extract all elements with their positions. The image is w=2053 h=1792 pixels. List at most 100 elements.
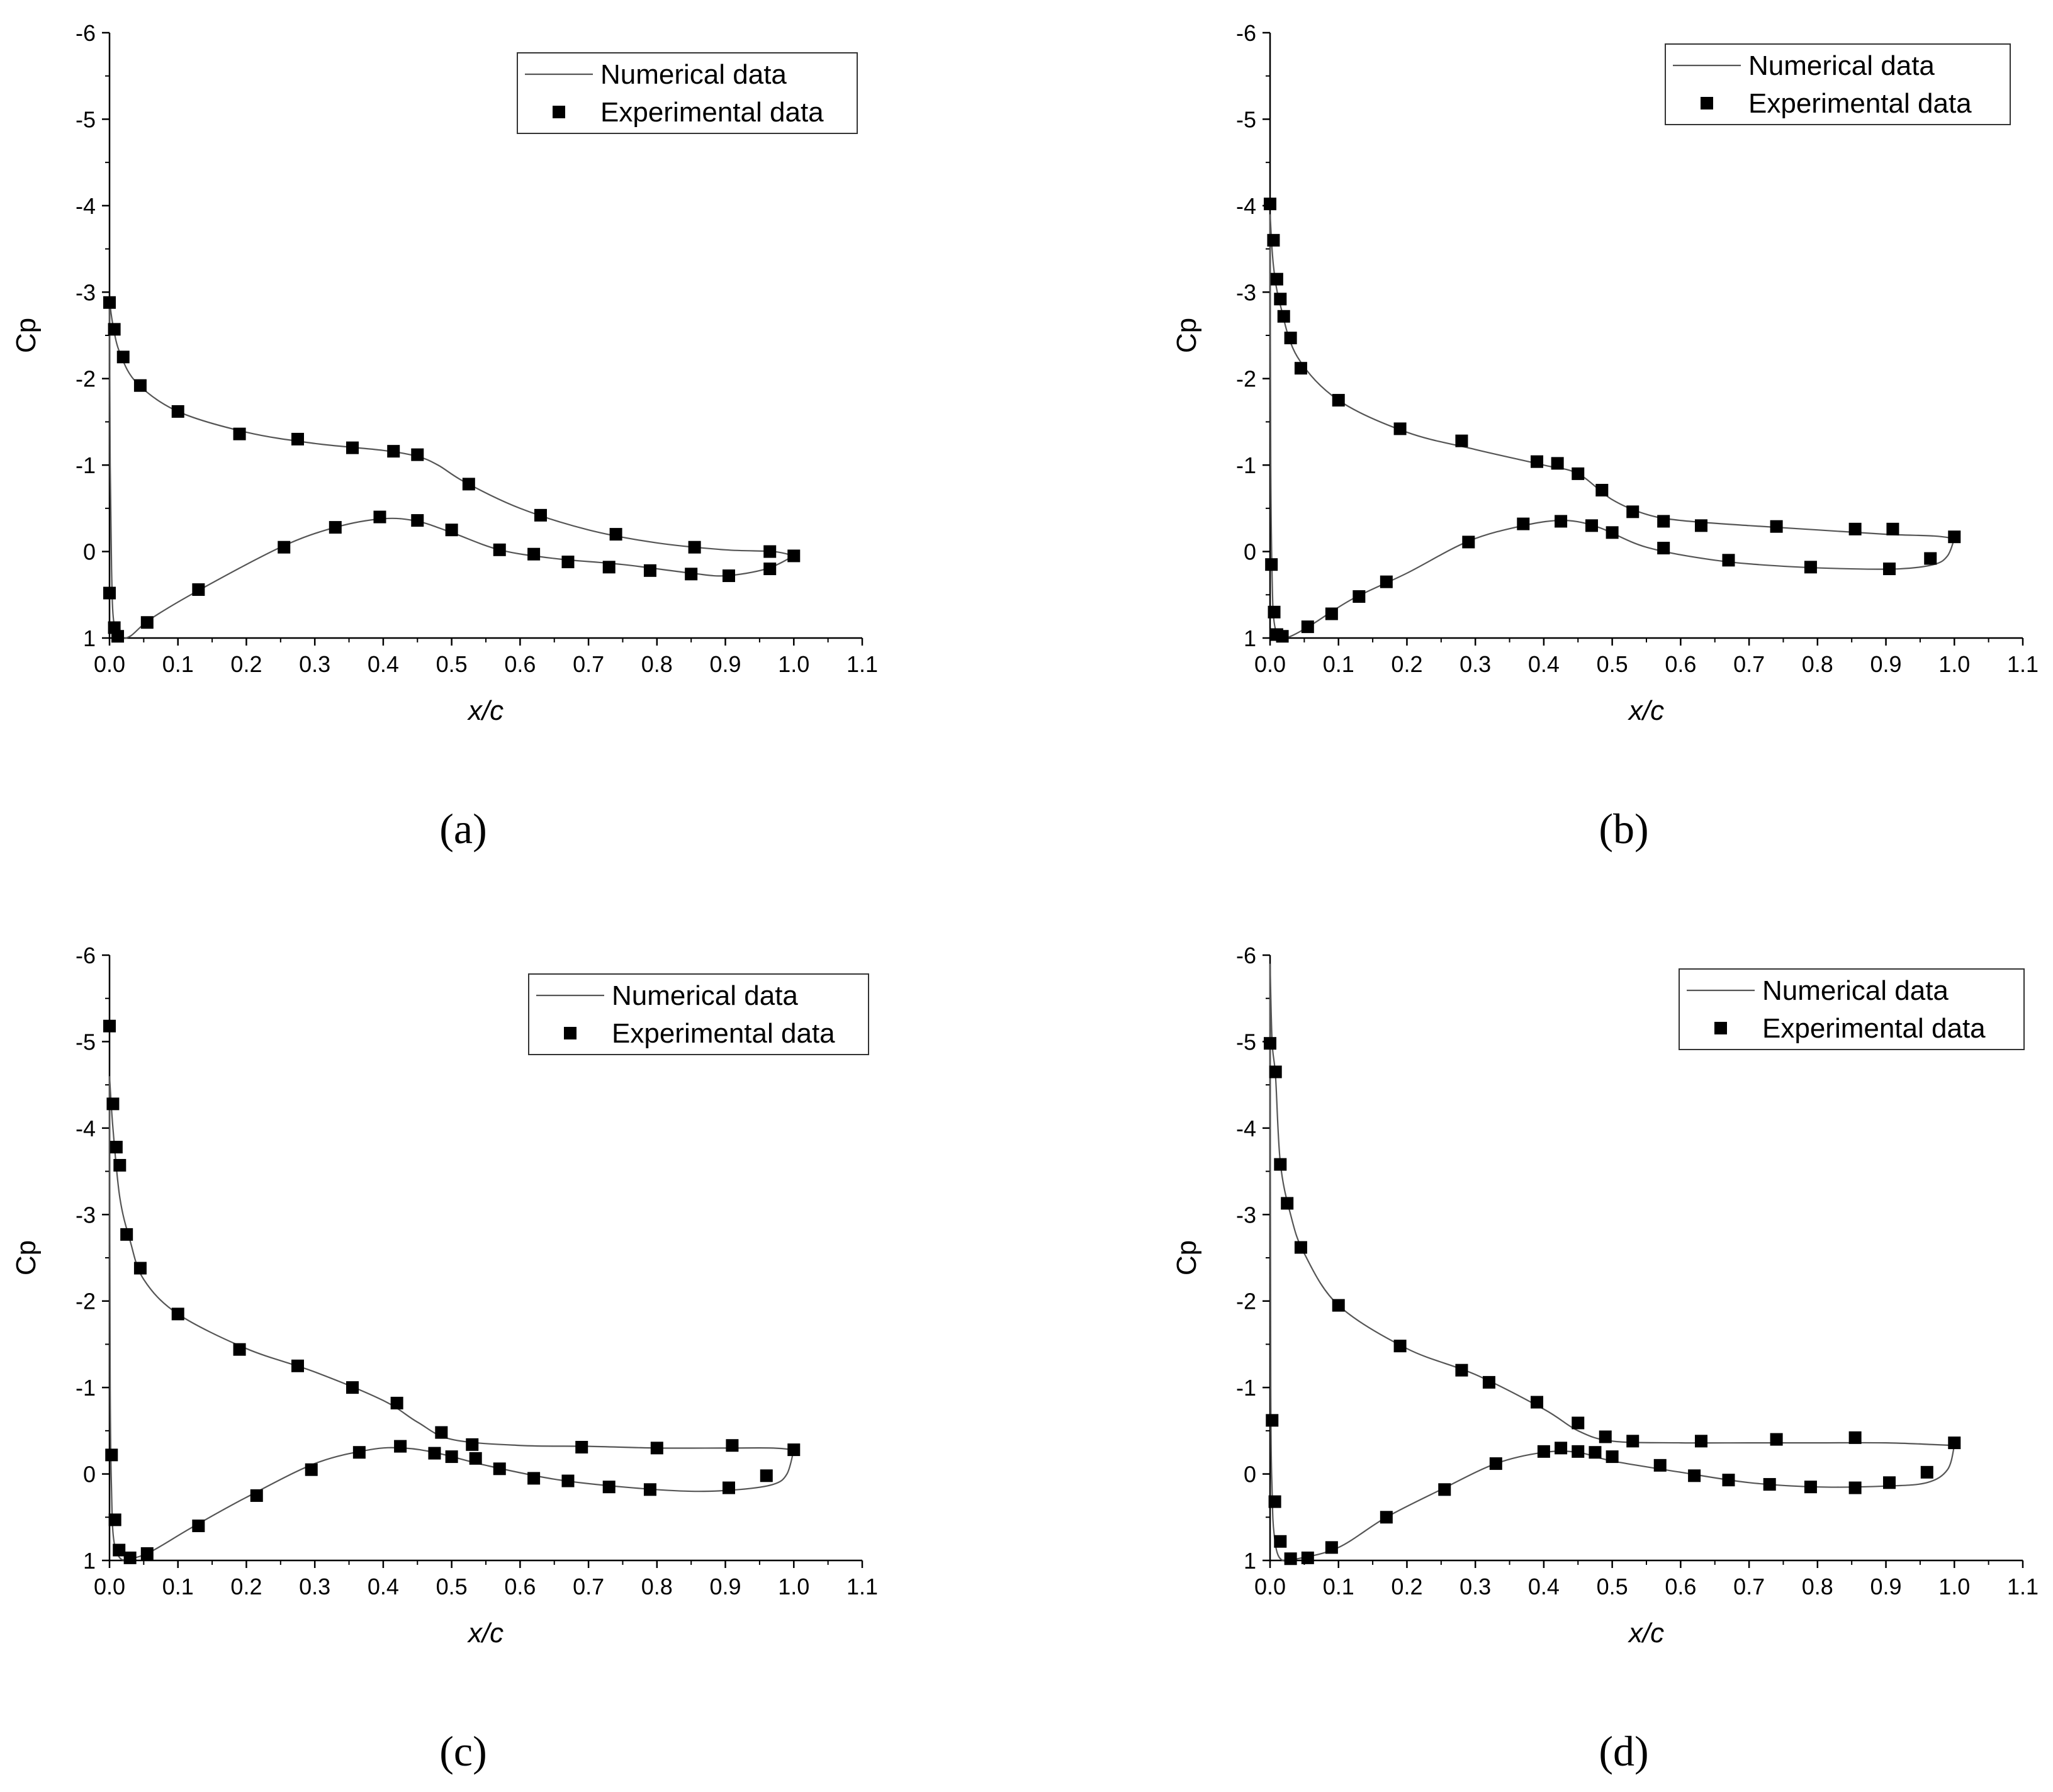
experimental-point <box>192 583 205 596</box>
experimental-point <box>1266 1414 1279 1427</box>
experimental-point <box>1274 293 1287 306</box>
experimental-point <box>1589 1446 1602 1459</box>
experimental-point <box>111 630 125 643</box>
legend-marker-label: Experimental data <box>600 97 824 128</box>
experimental-point <box>1301 1551 1314 1564</box>
experimental-point <box>1657 542 1670 555</box>
legend-line-label: Numerical data <box>600 59 787 90</box>
y-tick-label: -5 <box>76 106 96 132</box>
experimental-point <box>123 1551 137 1564</box>
experimental-point <box>1277 310 1290 323</box>
experimental-point <box>103 296 116 309</box>
x-tick-label: 0.0 <box>94 1574 125 1599</box>
experimental-point <box>760 1469 773 1482</box>
experimental-point <box>1325 1541 1338 1554</box>
experimental-point <box>1284 1552 1297 1565</box>
experimental-point <box>411 448 424 461</box>
experimental-point <box>575 1440 588 1453</box>
experimental-point <box>1393 1340 1407 1353</box>
legend-line-label: Numerical data <box>612 980 798 1011</box>
experimental-point <box>1572 467 1585 480</box>
experimental-point <box>250 1489 263 1502</box>
x-tick-label: 0.8 <box>641 1574 673 1599</box>
experimental-point <box>722 569 735 583</box>
x-tick-label: 0.3 <box>1460 651 1491 677</box>
legend-marker-swatch <box>1714 1022 1727 1034</box>
x-tick-label: 1.1 <box>847 1574 878 1599</box>
experimental-point <box>1380 1511 1393 1524</box>
experimental-point <box>1606 526 1619 539</box>
x-tick-label: 0.8 <box>641 651 673 677</box>
experimental-point <box>1657 515 1670 528</box>
experimental-point <box>428 1447 441 1460</box>
experimental-point <box>133 379 147 392</box>
experimental-point <box>192 1520 205 1533</box>
experimental-point <box>1353 590 1366 603</box>
experimental-point <box>1694 519 1707 532</box>
legend-marker-swatch <box>1701 97 1713 109</box>
x-tick-label: 1.0 <box>778 651 809 677</box>
experimental-point <box>561 556 575 569</box>
experimental-point <box>462 478 475 491</box>
x-tick-label: 0.6 <box>1665 651 1696 677</box>
y-tick-label: -2 <box>1236 1289 1256 1314</box>
x-tick-label: 1.0 <box>1938 1574 1970 1599</box>
legend-marker-swatch <box>564 1027 577 1039</box>
y-tick-label: -1 <box>1236 1375 1256 1401</box>
y-tick-label: -4 <box>76 193 96 219</box>
experimental-point <box>1455 434 1468 447</box>
x-tick-label: 0.0 <box>94 651 125 677</box>
experimental-point <box>1848 522 1862 535</box>
experimental-point <box>1455 1364 1468 1377</box>
experimental-point <box>1274 1158 1287 1171</box>
x-axis-title: x/c <box>467 1618 503 1649</box>
experimental-point <box>1265 558 1278 571</box>
experimental-point <box>1531 1396 1544 1409</box>
experimental-point <box>1281 1197 1294 1210</box>
experimental-point <box>1948 530 1961 544</box>
y-tick-label: -3 <box>76 279 96 305</box>
experimental-point <box>1268 605 1281 619</box>
legend-marker-label: Experimental data <box>612 1018 835 1049</box>
y-tick-label: -3 <box>1236 279 1256 305</box>
y-axis-title: Cp <box>11 318 42 353</box>
x-tick-label: 0.2 <box>1391 1574 1422 1599</box>
experimental-point <box>103 1019 116 1033</box>
experimental-point <box>1489 1457 1502 1470</box>
x-tick-label: 1.1 <box>2007 651 2039 677</box>
x-tick-label: 0.9 <box>1870 651 1902 677</box>
y-tick-label: -4 <box>76 1116 96 1141</box>
experimental-point <box>435 1426 448 1439</box>
experimental-point <box>1626 505 1640 518</box>
experimental-point <box>469 1452 482 1465</box>
x-tick-label: 0.1 <box>162 651 194 677</box>
x-tick-label: 1.0 <box>1938 651 1970 677</box>
panel-caption: (d) <box>1599 1727 1648 1775</box>
experimental-point <box>561 1474 575 1487</box>
numerical-line-upper <box>108 1076 794 1451</box>
y-tick-label: 1 <box>83 1548 96 1574</box>
legend: Numerical data Experimental data <box>528 973 869 1055</box>
experimental-point <box>278 540 291 554</box>
y-tick-label: -4 <box>1236 1116 1256 1141</box>
experimental-point <box>1264 1037 1276 1050</box>
experimental-point <box>1882 1476 1896 1489</box>
experimental-point <box>493 543 506 556</box>
x-tick-label: 0.8 <box>1802 1574 1833 1599</box>
experimental-point <box>116 350 130 364</box>
panel-caption: (b) <box>1599 805 1648 853</box>
experimental-point <box>763 545 777 558</box>
numerical-line-lower <box>1269 214 1955 640</box>
y-tick-label: -3 <box>76 1202 96 1228</box>
x-axis-title: x/c <box>1628 695 1664 726</box>
y-tick-label: -1 <box>76 452 96 478</box>
experimental-point <box>609 528 622 541</box>
y-tick-label: 0 <box>83 1462 96 1487</box>
experimental-point <box>110 1141 123 1154</box>
experimental-point <box>1294 362 1307 375</box>
x-tick-label: 0.9 <box>710 651 741 677</box>
y-tick-label: -2 <box>76 1289 96 1314</box>
experimental-point <box>1882 563 1896 576</box>
x-tick-label: 0.4 <box>368 1574 399 1599</box>
experimental-point <box>291 1359 304 1372</box>
